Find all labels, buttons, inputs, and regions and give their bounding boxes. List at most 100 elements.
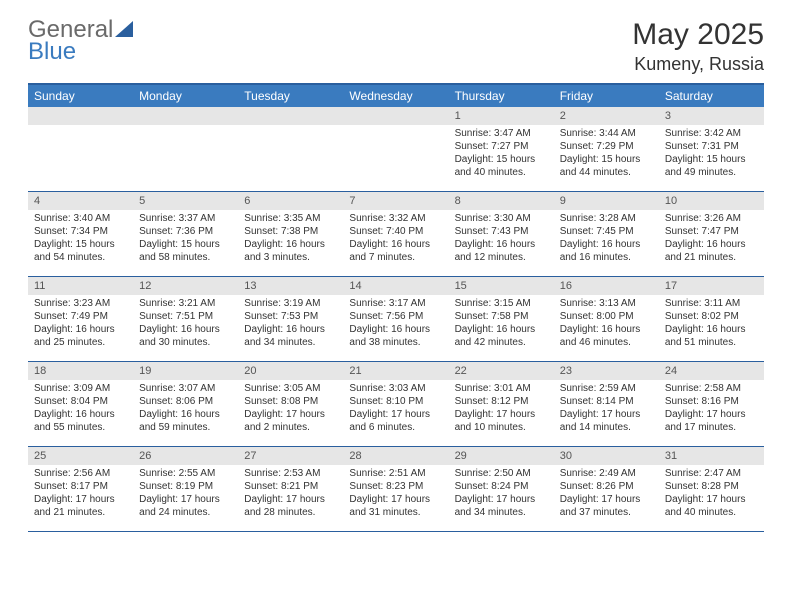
day-dl2: and 42 minutes.	[455, 336, 548, 349]
weekday-saturday: Saturday	[659, 85, 764, 107]
day-body: Sunrise: 2:59 AMSunset: 8:14 PMDaylight:…	[554, 380, 659, 438]
day-ss: Sunset: 8:17 PM	[34, 480, 127, 493]
day-cell: 15Sunrise: 3:15 AMSunset: 7:58 PMDayligh…	[449, 277, 554, 361]
day-sr: Sunrise: 2:53 AM	[244, 467, 337, 480]
day-number: 9	[554, 192, 659, 210]
day-dl1: Daylight: 16 hours	[665, 323, 758, 336]
day-dl1: Daylight: 17 hours	[349, 493, 442, 506]
day-ss: Sunset: 8:24 PM	[455, 480, 548, 493]
day-cell: 11Sunrise: 3:23 AMSunset: 7:49 PMDayligh…	[28, 277, 133, 361]
day-cell: 28Sunrise: 2:51 AMSunset: 8:23 PMDayligh…	[343, 447, 448, 531]
day-cell: 17Sunrise: 3:11 AMSunset: 8:02 PMDayligh…	[659, 277, 764, 361]
day-dl2: and 55 minutes.	[34, 421, 127, 434]
day-body: Sunrise: 2:53 AMSunset: 8:21 PMDaylight:…	[238, 465, 343, 523]
title-block: May 2025 Kumeny, Russia	[632, 18, 764, 75]
day-number: 4	[28, 192, 133, 210]
day-dl1: Daylight: 16 hours	[244, 323, 337, 336]
day-dl1: Daylight: 16 hours	[244, 238, 337, 251]
day-number: 24	[659, 362, 764, 380]
day-ss: Sunset: 7:51 PM	[139, 310, 232, 323]
day-cell: 31 Sunrise: 2:47 AMSunset: 8:28 PMDayligh…	[659, 447, 764, 531]
day-dl2: and 21 minutes.	[665, 251, 758, 264]
day-sr: Sunrise: 2:59 AM	[560, 382, 653, 395]
day-number: 22	[449, 362, 554, 380]
day-dl2: and 24 minutes.	[139, 506, 232, 519]
day-cell: 30Sunrise: 2:49 AMSunset: 8:26 PMDayligh…	[554, 447, 659, 531]
weekday-friday: Friday	[554, 85, 659, 107]
day-body: Sunrise: 3:47 AMSunset: 7:27 PMDaylight:…	[449, 125, 554, 183]
day-number: 18	[28, 362, 133, 380]
day-dl1: Daylight: 17 hours	[665, 493, 758, 506]
day-dl2: and 54 minutes.	[34, 251, 127, 264]
day-dl2: and 16 minutes.	[560, 251, 653, 264]
day-body: Sunrise: 3:44 AMSunset: 7:29 PMDaylight:…	[554, 125, 659, 183]
day-number: 16	[554, 277, 659, 295]
day-number: 28	[343, 447, 448, 465]
day-sr: Sunrise: 3:42 AM	[665, 127, 758, 140]
day-sr: Sunrise: 3:23 AM	[34, 297, 127, 310]
day-number: 5	[133, 192, 238, 210]
day-dl2: and 21 minutes.	[34, 506, 127, 519]
day-dl2: and 17 minutes.	[665, 421, 758, 434]
day-body: Sunrise: 2:51 AMSunset: 8:23 PMDaylight:…	[343, 465, 448, 523]
day-number: 31	[659, 447, 764, 465]
day-cell: 29Sunrise: 2:50 AMSunset: 8:24 PMDayligh…	[449, 447, 554, 531]
day-body: Sunrise: 3:11 AMSunset: 8:02 PMDaylight:…	[659, 295, 764, 353]
day-ss: Sunset: 7:49 PM	[34, 310, 127, 323]
day-sr: Sunrise: 3:28 AM	[560, 212, 653, 225]
day-ss: Sunset: 7:45 PM	[560, 225, 653, 238]
day-ss: Sunset: 8:28 PM	[665, 480, 758, 493]
day-body: Sunrise: 3:01 AMSunset: 8:12 PMDaylight:…	[449, 380, 554, 438]
day-ss: Sunset: 8:12 PM	[455, 395, 548, 408]
day-sr: Sunrise: 3:05 AM	[244, 382, 337, 395]
day-body: Sunrise: 3:42 AMSunset: 7:31 PMDaylight:…	[659, 125, 764, 183]
day-body: Sunrise: 3:21 AMSunset: 7:51 PMDaylight:…	[133, 295, 238, 353]
day-number: 27	[238, 447, 343, 465]
day-ss: Sunset: 8:08 PM	[244, 395, 337, 408]
day-ss: Sunset: 8:00 PM	[560, 310, 653, 323]
day-body: Sunrise: 2:50 AMSunset: 8:24 PMDaylight:…	[449, 465, 554, 523]
day-cell: 2Sunrise: 3:44 AMSunset: 7:29 PMDaylight…	[554, 107, 659, 191]
day-sr: Sunrise: 2:55 AM	[139, 467, 232, 480]
day-cell: 1Sunrise: 3:47 AMSunset: 7:27 PMDaylight…	[449, 107, 554, 191]
day-body: Sunrise: 2:58 AMSunset: 8:16 PMDaylight:…	[659, 380, 764, 438]
day-sr: Sunrise: 2:47 AM	[665, 467, 758, 480]
day-dl2: and 25 minutes.	[34, 336, 127, 349]
day-dl2: and 31 minutes.	[349, 506, 442, 519]
day-body: Sunrise: 3:28 AMSunset: 7:45 PMDaylight:…	[554, 210, 659, 268]
day-number: 26	[133, 447, 238, 465]
day-body: Sunrise: 3:37 AMSunset: 7:36 PMDaylight:…	[133, 210, 238, 268]
header: General Blue May 2025 Kumeny, Russia	[28, 18, 764, 75]
day-number: 20	[238, 362, 343, 380]
day-cell: 8Sunrise: 3:30 AMSunset: 7:43 PMDaylight…	[449, 192, 554, 276]
day-number: 2	[554, 107, 659, 125]
day-sr: Sunrise: 3:15 AM	[455, 297, 548, 310]
day-dl1: Daylight: 16 hours	[349, 238, 442, 251]
logo-sail-icon	[115, 21, 133, 37]
day-cell: 23Sunrise: 2:59 AMSunset: 8:14 PMDayligh…	[554, 362, 659, 446]
day-body: Sunrise: 3:17 AMSunset: 7:56 PMDaylight:…	[343, 295, 448, 353]
logo-word2: Blue	[28, 40, 133, 64]
day-body: Sunrise: 3:30 AMSunset: 7:43 PMDaylight:…	[449, 210, 554, 268]
day-number: 23	[554, 362, 659, 380]
day-number: 13	[238, 277, 343, 295]
day-dl2: and 14 minutes.	[560, 421, 653, 434]
day-cell: 9Sunrise: 3:28 AMSunset: 7:45 PMDaylight…	[554, 192, 659, 276]
day-body: Sunrise: 3:32 AMSunset: 7:40 PMDaylight:…	[343, 210, 448, 268]
day-number: 12	[133, 277, 238, 295]
weekday-thursday: Thursday	[449, 85, 554, 107]
day-dl1: Daylight: 16 hours	[34, 323, 127, 336]
day-dl1: Daylight: 16 hours	[349, 323, 442, 336]
day-ss: Sunset: 8:19 PM	[139, 480, 232, 493]
day-number: 3	[659, 107, 764, 125]
week-row: 1Sunrise: 3:47 AMSunset: 7:27 PMDaylight…	[28, 107, 764, 192]
day-number: 21	[343, 362, 448, 380]
day-ss: Sunset: 7:36 PM	[139, 225, 232, 238]
day-dl2: and 6 minutes.	[349, 421, 442, 434]
day-sr: Sunrise: 2:50 AM	[455, 467, 548, 480]
day-sr: Sunrise: 2:49 AM	[560, 467, 653, 480]
day-ss: Sunset: 7:29 PM	[560, 140, 653, 153]
day-dl2: and 2 minutes.	[244, 421, 337, 434]
day-ss: Sunset: 7:34 PM	[34, 225, 127, 238]
week-row: 25Sunrise: 2:56 AMSunset: 8:17 PMDayligh…	[28, 447, 764, 532]
